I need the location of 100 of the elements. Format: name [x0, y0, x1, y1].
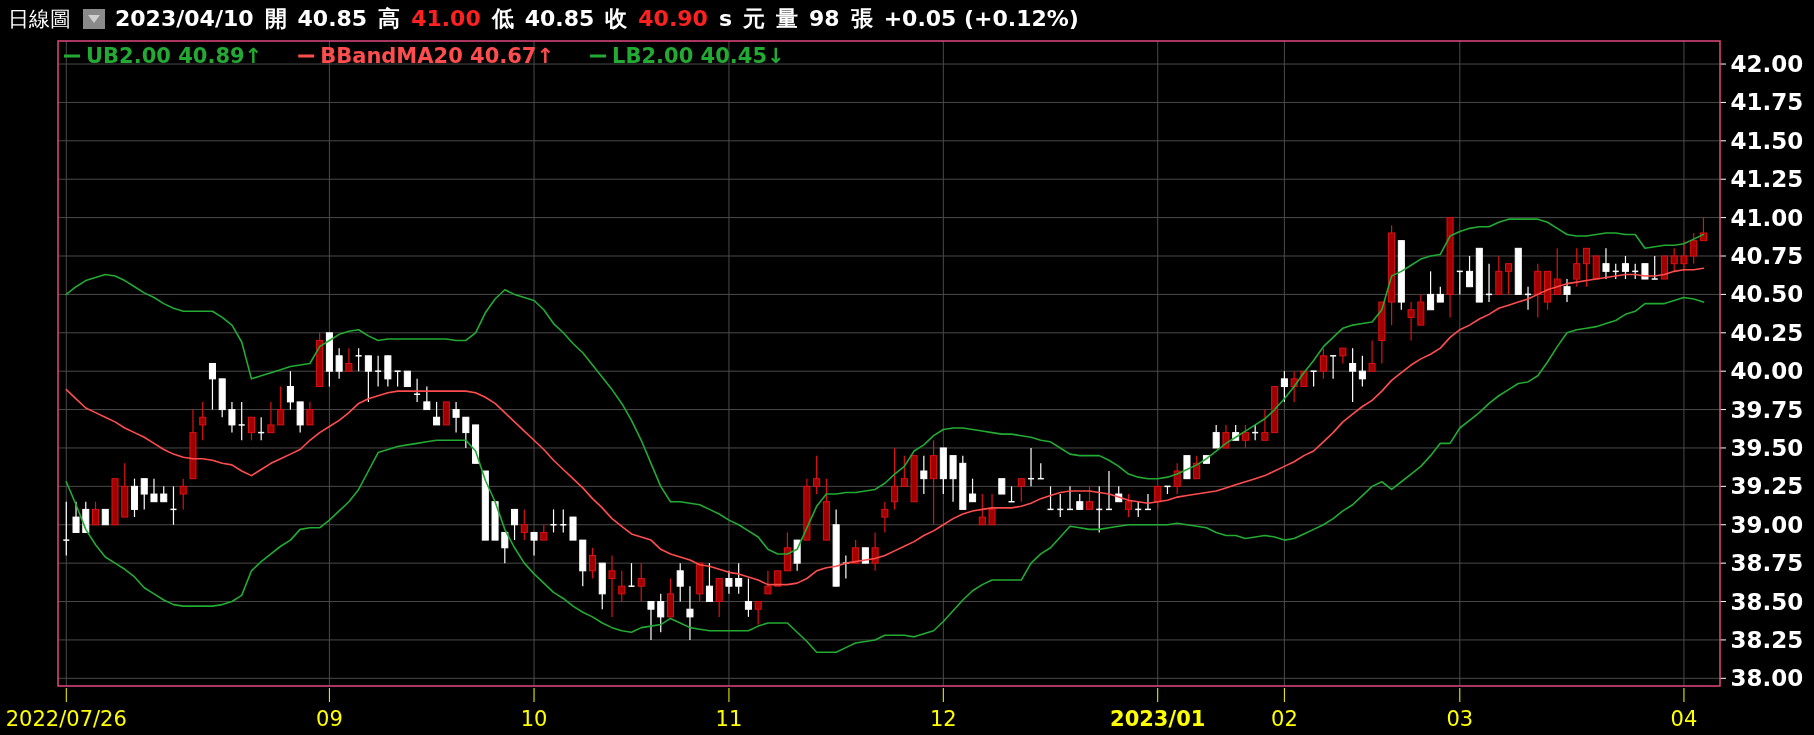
candlestick: [754, 600, 762, 626]
candlestick: [1602, 247, 1610, 280]
y-tick-label: 40.00: [1730, 358, 1804, 385]
candlestick: [511, 508, 519, 541]
candlestick: [1553, 247, 1561, 295]
y-tick-label: 38.25: [1730, 626, 1804, 653]
text: 40.85: [524, 6, 595, 31]
x-tick-label: 2023/01: [1110, 707, 1206, 731]
candlestick: [764, 570, 772, 595]
candlestick: [1495, 255, 1503, 295]
candlestick: [296, 401, 304, 434]
text: 低: [490, 6, 514, 31]
candlestick: [744, 577, 752, 618]
candlestick: [267, 401, 275, 434]
text: 40.85: [297, 6, 368, 31]
candlestick: [1222, 424, 1230, 449]
candlestick: [520, 508, 528, 541]
candlestick: [1427, 270, 1435, 311]
text: 2023/04/10: [115, 6, 254, 31]
candlestick: [452, 401, 460, 434]
candlestick: [1407, 301, 1415, 342]
candlestick: [1563, 278, 1571, 303]
candlestick: [1241, 424, 1249, 449]
x-tick-label: 09: [316, 707, 343, 731]
candlestick: [1534, 263, 1542, 319]
text: 41.00: [411, 6, 481, 31]
candlestick: [637, 562, 645, 603]
candlestick: [62, 501, 71, 557]
candlestick: [1319, 347, 1327, 380]
candlestick: [608, 554, 616, 618]
candlestick: [501, 531, 509, 564]
candlestick: [1417, 293, 1425, 326]
text: s: [718, 6, 733, 31]
candlestick: [627, 562, 636, 587]
candlestick: [930, 439, 938, 526]
y-tick-label: 41.50: [1730, 127, 1804, 154]
text: 高: [378, 6, 401, 31]
text: 40.90: [638, 6, 708, 31]
candlestick: [900, 455, 908, 487]
x-tick-label: 2022/07/26: [5, 707, 127, 731]
text: 元: [742, 6, 766, 31]
candlestick: [335, 347, 343, 380]
candlestick: [705, 562, 713, 603]
y-tick-label: 41.75: [1730, 89, 1804, 116]
candlestick: [978, 493, 986, 526]
y-tick-label: 41.00: [1730, 204, 1804, 231]
candlestick: [1650, 255, 1659, 280]
text: 98: [809, 6, 840, 31]
candlestick: [199, 401, 207, 441]
candlestick: [618, 570, 626, 603]
candlestick: [92, 501, 100, 526]
candlestick: [1466, 255, 1474, 288]
chart-title: 日線圖: [8, 7, 71, 31]
legend-label: UB2.00 40.89↑: [86, 44, 263, 68]
candlestick: [228, 401, 236, 434]
y-tick-label: 40.50: [1730, 281, 1804, 308]
x-tick-label: 03: [1446, 707, 1474, 731]
candlestick: [988, 493, 996, 526]
candlestick: [150, 478, 158, 503]
candlestick: [1505, 263, 1513, 295]
candlestick: [208, 362, 216, 411]
candlestick: [666, 577, 674, 618]
y-tick-label: 39.25: [1730, 473, 1804, 500]
y-tick-label: 39.75: [1730, 396, 1804, 423]
y-tick-label: 41.25: [1730, 166, 1804, 193]
candlestick: [949, 455, 957, 503]
candlestick: [1085, 485, 1094, 510]
candlestick: [1212, 424, 1220, 449]
candlestick: [969, 478, 977, 503]
legend-label: BBandMA20 40.67↑: [320, 44, 555, 68]
x-tick-label: 12: [929, 707, 957, 731]
candlestick: [686, 585, 694, 641]
candlestick: [364, 355, 372, 403]
candlestick: [735, 562, 743, 595]
candlestick: [1358, 355, 1366, 388]
y-tick-label: 38.00: [1730, 665, 1804, 692]
candlestick: [1173, 462, 1181, 495]
candlestick: [725, 570, 733, 595]
y-tick-label: 39.50: [1730, 434, 1804, 461]
y-tick-label: 38.75: [1730, 550, 1804, 577]
candlestick: [881, 501, 889, 534]
candlestick: [569, 516, 577, 541]
y-tick-label: 39.00: [1730, 511, 1804, 538]
candlestick: [1349, 347, 1357, 403]
candlestick: [462, 416, 470, 449]
candlestick: [374, 355, 382, 388]
candlestick: [345, 347, 353, 372]
text: 收: [605, 6, 629, 31]
x-tick-label: 10: [520, 707, 548, 731]
candlestick: [306, 401, 314, 426]
y-tick-label: 42.00: [1730, 51, 1804, 78]
text: 張: [850, 6, 874, 31]
x-tick-label: 02: [1271, 707, 1298, 731]
candlestick: [130, 478, 139, 518]
candlestick: [1680, 240, 1688, 272]
y-tick-label: 40.25: [1730, 319, 1804, 346]
y-tick-label: 40.75: [1730, 243, 1804, 269]
candlestick: [530, 531, 538, 557]
text: 量: [775, 6, 799, 31]
candlestick: [1582, 247, 1591, 288]
